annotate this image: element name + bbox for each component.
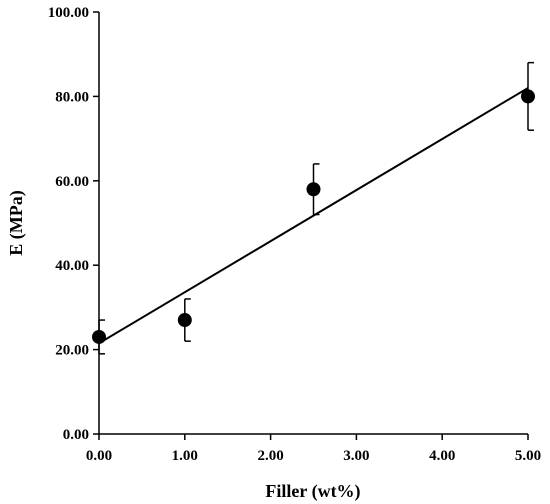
- data-point-group: [521, 61, 535, 131]
- x-tick-label: 5.00: [515, 448, 541, 464]
- y-tick-group: 0.00 20.00 40.00 60.00 80.00 100.00: [48, 5, 99, 443]
- y-tick-label: 0.00: [63, 427, 89, 443]
- y-tick-label: 80.00: [55, 89, 89, 105]
- y-axis: 0.00 20.00 40.00 60.00 80.00 100.00: [48, 5, 100, 443]
- y-tick-label: 20.00: [55, 343, 89, 359]
- x-tick-label: 1.00: [172, 448, 198, 464]
- x-axis: 0.00 1.00 2.00 3.00 4.00 5.00: [86, 433, 541, 464]
- data-point-group: [177, 298, 192, 342]
- data-points: [92, 61, 535, 355]
- data-point: [521, 89, 535, 104]
- data-point-group: [92, 319, 106, 355]
- y-axis-title: E (MPa): [6, 190, 27, 255]
- x-tick-label: 2.00: [257, 448, 283, 464]
- x-tick-label: 4.00: [429, 448, 455, 464]
- y-tick-label: 40.00: [55, 258, 89, 274]
- data-point-group: [306, 163, 321, 216]
- x-tick-label: 3.00: [343, 448, 369, 464]
- x-tick-group: 0.00 1.00 2.00 3.00 4.00 5.00: [86, 434, 541, 464]
- fit-line: [98, 87, 529, 345]
- data-point: [306, 182, 321, 197]
- x-axis-title: Filler (wt%): [265, 481, 360, 502]
- y-tick-label: 100.00: [48, 5, 89, 21]
- data-point: [92, 329, 106, 344]
- y-tick-label: 60.00: [55, 174, 89, 190]
- x-tick-label: 0.00: [86, 448, 112, 464]
- data-point: [177, 313, 192, 328]
